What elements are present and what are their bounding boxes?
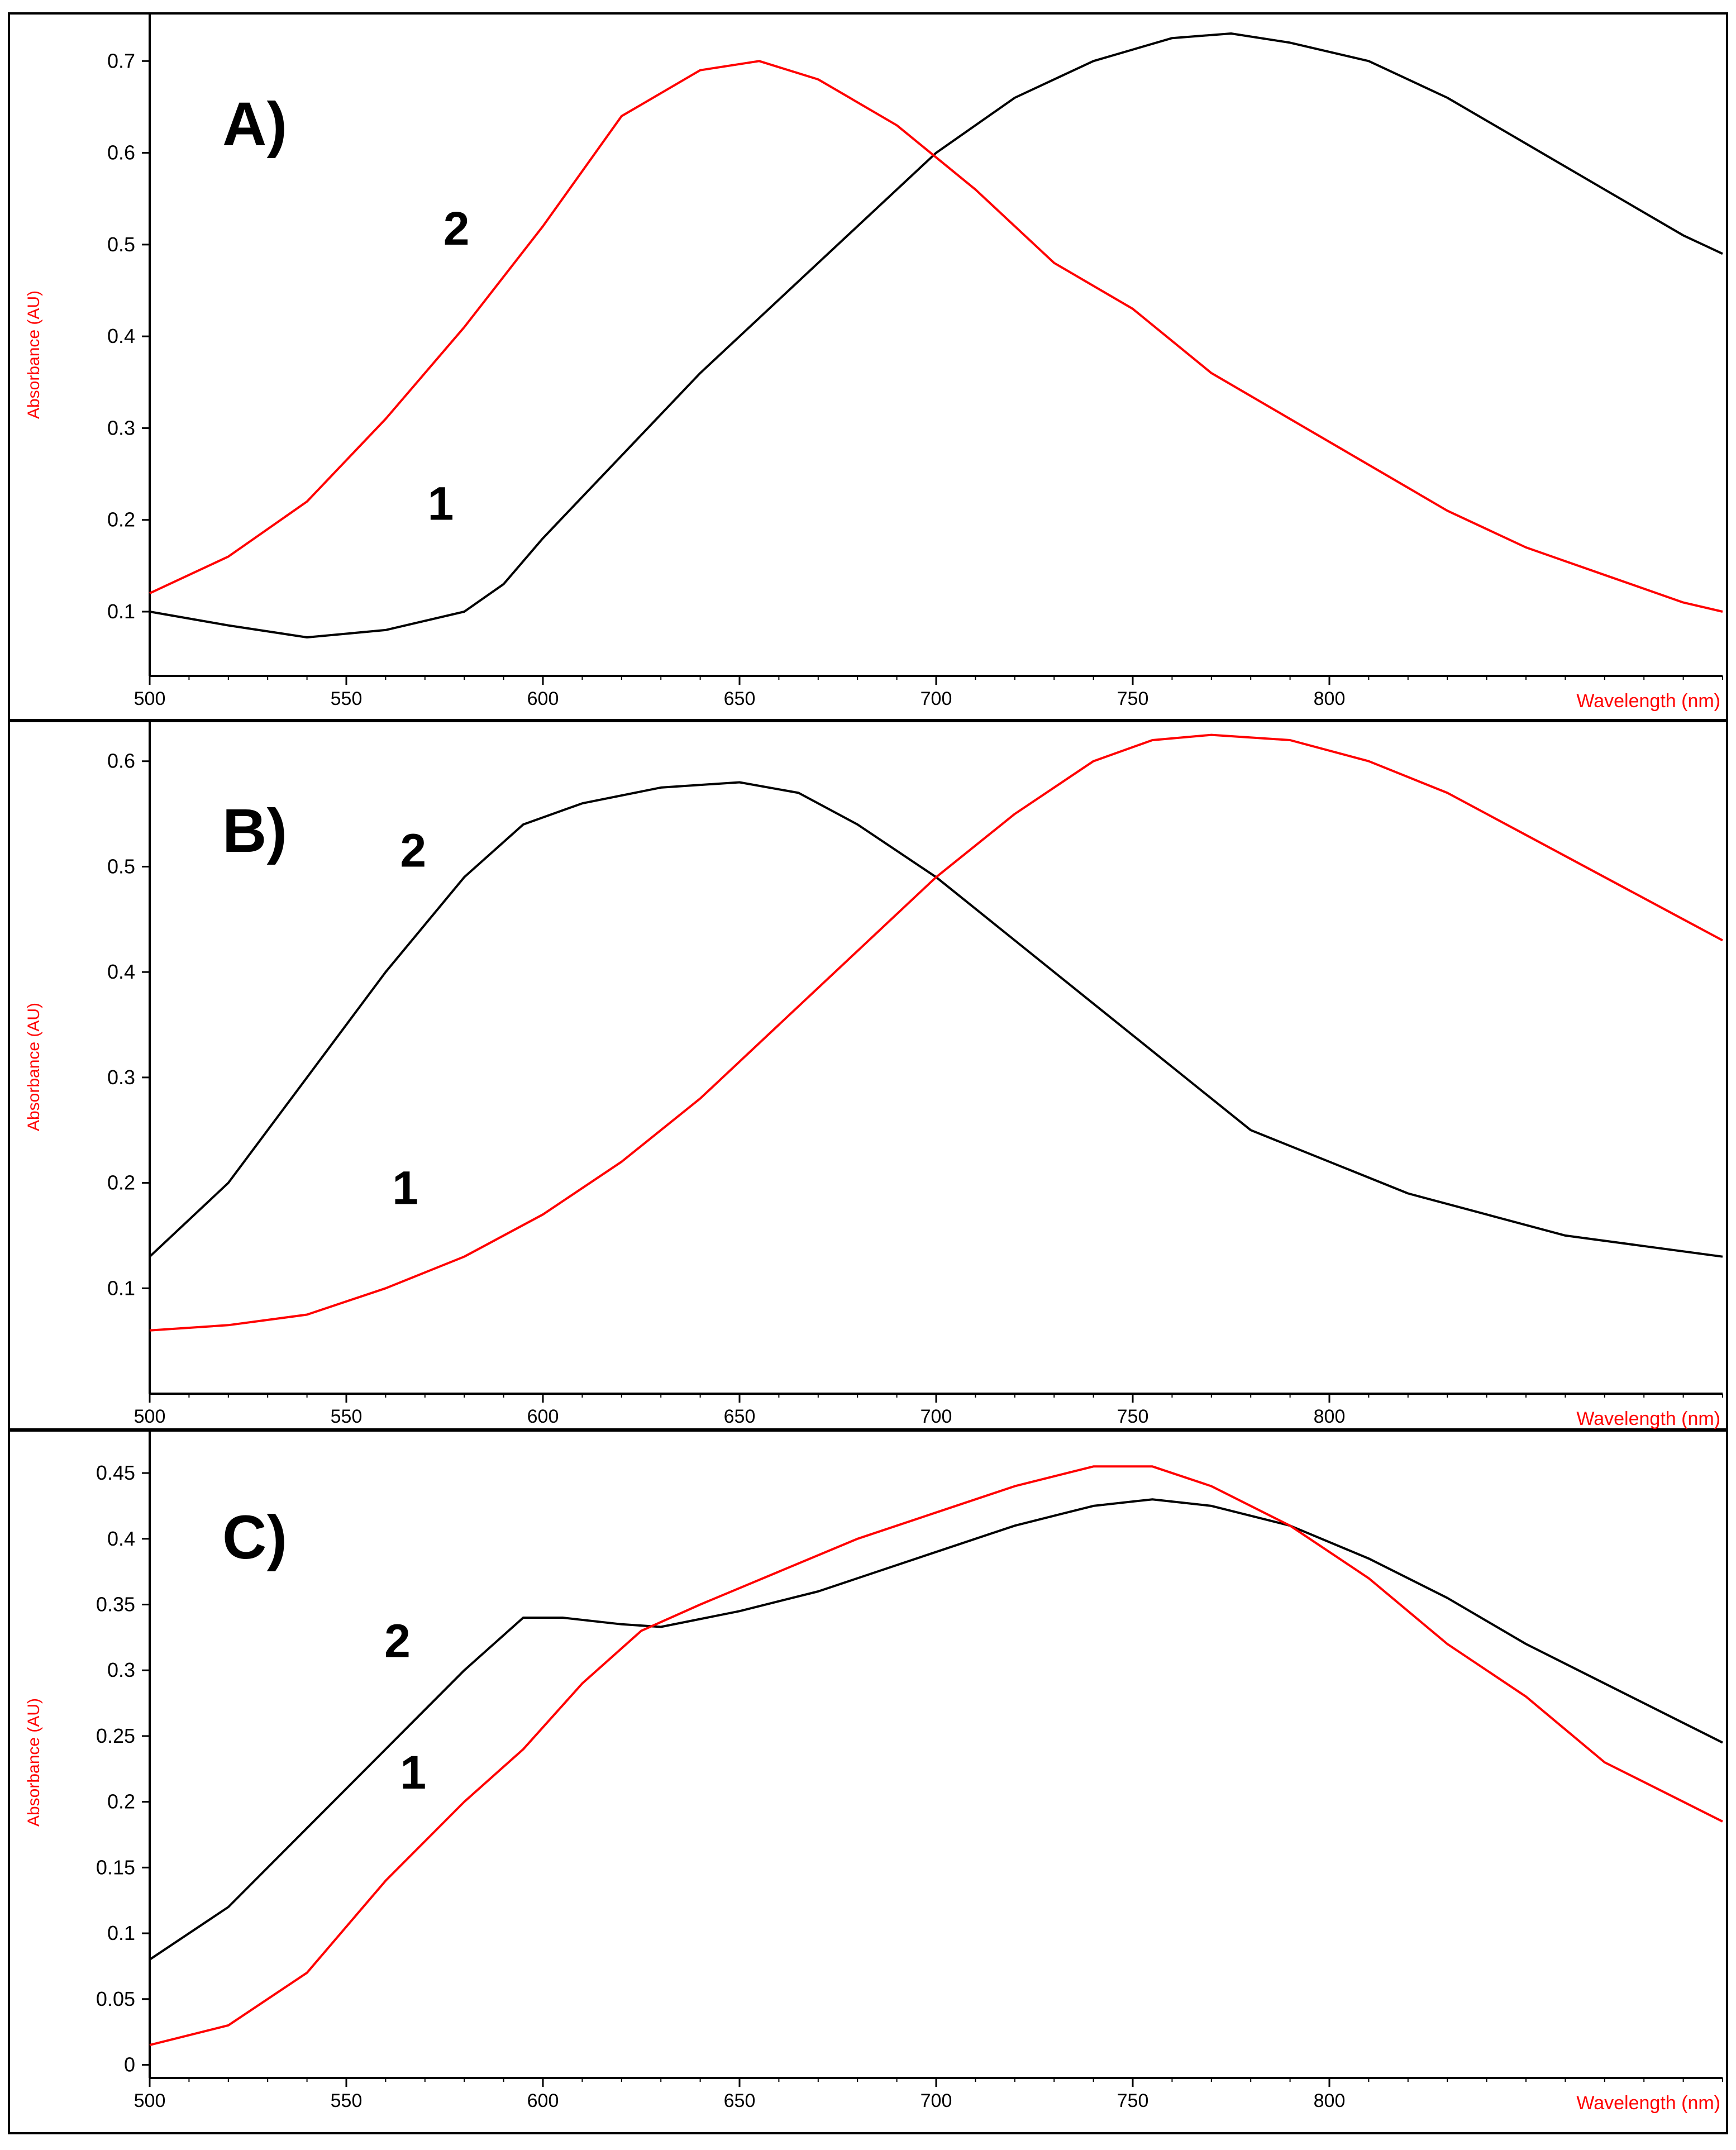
x-tick-label: 750 <box>1117 1406 1149 1427</box>
curve-number-label: 1 <box>392 1161 418 1214</box>
series-curve-1 <box>149 32 1723 638</box>
x-tick-label: 550 <box>331 2090 363 2111</box>
x-tick-label: 550 <box>331 1406 363 1427</box>
x-tick-label: 550 <box>331 688 363 709</box>
y-tick-label: 0.1 <box>107 600 135 623</box>
y-axis-title: Absorbance (AU) <box>25 1003 43 1131</box>
x-tick-label: 500 <box>134 1406 166 1427</box>
x-tick-label: 700 <box>921 1406 952 1427</box>
x-tick-label: 500 <box>134 688 166 709</box>
y-axis-title: Absorbance (AU) <box>25 1698 43 1827</box>
x-tick-label: 800 <box>1314 1406 1346 1427</box>
y-tick-label: 0.3 <box>107 1658 135 1681</box>
y-tick-label: 0.15 <box>96 1856 135 1879</box>
y-tick-label: 0.25 <box>96 1724 135 1747</box>
series-curve-1 <box>149 1465 1723 2047</box>
curve-number-label: 2 <box>443 202 470 255</box>
x-tick-label: 650 <box>724 1406 756 1427</box>
x-tick-label: 600 <box>527 1406 559 1427</box>
chart-panel-2: 500 550 600 650 700 750 800 0.1 0.2 0.3 0.4 0.5 0.6 W… <box>25 721 1723 1429</box>
figure-frame <box>8 12 1728 2134</box>
y-tick-label: 0.3 <box>107 1066 135 1089</box>
y-tick-label: 0.6 <box>107 750 135 773</box>
panel-label: C) <box>222 1503 287 1572</box>
y-tick-label: 0.2 <box>107 1171 135 1194</box>
series-curve-1 <box>149 733 1723 1332</box>
x-axis-title: Wavelength (nm) <box>1576 1408 1720 1429</box>
y-tick-label: 0.5 <box>107 855 135 878</box>
series-curve-2 <box>149 1498 1723 1961</box>
y-tick-label: 0.2 <box>107 1790 135 1813</box>
x-axis-title: Wavelength (nm) <box>1576 2092 1720 2114</box>
x-tick-label: 750 <box>1117 2090 1149 2111</box>
chart-panel-3: 500 550 600 650 700 750 800 0 0.05 0.1 0.15 0.2 0.25… <box>25 1430 1723 2114</box>
y-tick-label: 0.4 <box>107 1527 135 1550</box>
x-tick-label: 650 <box>724 688 756 709</box>
curve-number-label: 2 <box>400 824 426 876</box>
x-tick-label: 500 <box>134 2090 166 2111</box>
y-tick-label: 0.5 <box>107 233 135 256</box>
y-tick-label: 0.45 <box>96 1461 135 1484</box>
y-tick-label: 0 <box>124 2053 135 2076</box>
y-tick-label: 0.7 <box>107 49 135 72</box>
x-tick-label: 750 <box>1117 688 1149 709</box>
y-tick-label: 0.3 <box>107 416 135 439</box>
y-tick-label: 0.2 <box>107 508 135 531</box>
x-tick-label: 700 <box>921 2090 952 2111</box>
panel-label: B) <box>222 797 287 865</box>
y-tick-label: 0.1 <box>107 1922 135 1944</box>
x-tick-label: 700 <box>921 688 952 709</box>
y-axis-title: Absorbance (AU) <box>25 290 43 419</box>
curve-number-label: 2 <box>384 1615 411 1667</box>
panel-label: A) <box>222 90 287 159</box>
series-curve-2 <box>149 781 1723 1258</box>
y-tick-label: 0.6 <box>107 141 135 164</box>
curve-number-label: 1 <box>428 478 454 530</box>
x-tick-label: 600 <box>527 2090 559 2111</box>
x-tick-label: 800 <box>1314 2090 1346 2111</box>
curve-number-label: 1 <box>400 1746 426 1799</box>
x-tick-label: 650 <box>724 2090 756 2111</box>
y-tick-label: 0.1 <box>107 1276 135 1299</box>
x-tick-label: 600 <box>527 688 559 709</box>
series-curve-2 <box>149 60 1723 613</box>
y-tick-label: 0.35 <box>96 1593 135 1616</box>
y-tick-label: 0.4 <box>107 960 135 983</box>
y-tick-label: 0.4 <box>107 325 135 347</box>
chart-panel-1: 500 550 600 650 700 750 800 0.1 0.2 0.3 0.4 0.5 0.6 0… <box>25 13 1723 712</box>
x-axis-title: Wavelength (nm) <box>1576 690 1720 712</box>
y-tick-label: 0.05 <box>96 1987 135 2010</box>
x-tick-label: 800 <box>1314 688 1346 709</box>
